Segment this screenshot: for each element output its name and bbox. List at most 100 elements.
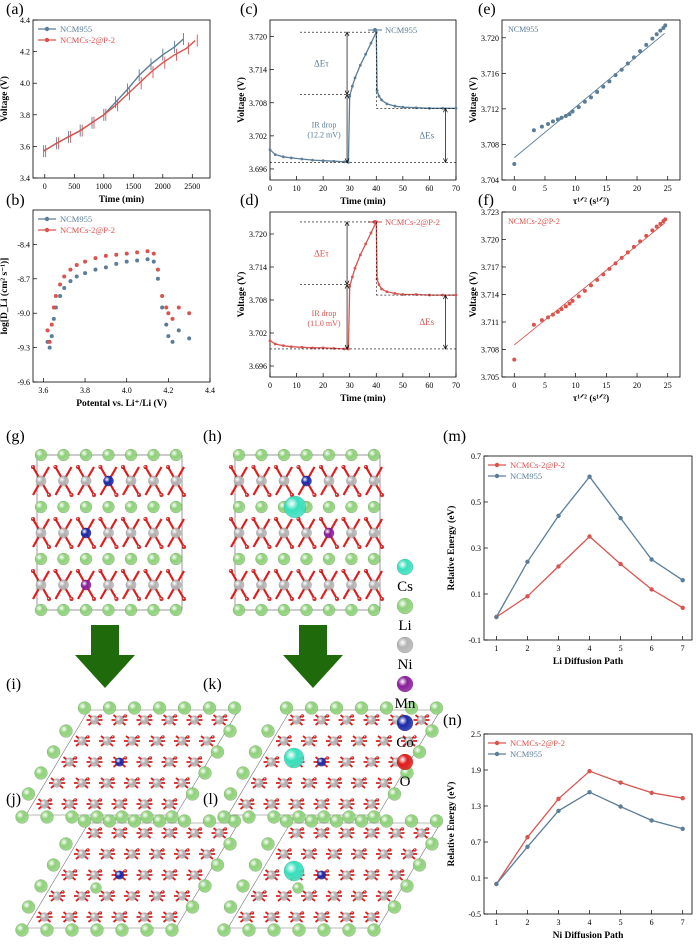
o-atom — [388, 777, 392, 781]
o-atom — [350, 911, 355, 915]
data-point — [613, 261, 618, 266]
o-atom — [120, 516, 126, 522]
data-point — [166, 334, 171, 339]
ni-atom — [89, 828, 100, 838]
o-atom — [181, 492, 187, 498]
data-point — [350, 275, 354, 279]
x-tick-label: 5 — [619, 644, 623, 653]
data-point — [654, 32, 659, 37]
ni-atom — [35, 475, 47, 487]
o-atom — [98, 714, 103, 718]
li-atom — [277, 552, 291, 566]
data-point — [556, 564, 561, 569]
li-atom — [345, 552, 358, 566]
plot-frame — [483, 733, 693, 915]
o-atom — [325, 869, 330, 873]
ni-atom — [379, 891, 389, 901]
li-atom — [248, 745, 263, 759]
o-atom — [123, 869, 128, 873]
o-atom — [111, 777, 115, 781]
y-tick-label: 0.5 — [471, 498, 481, 507]
x-tick-label: 10 — [293, 184, 301, 193]
o-atom — [173, 756, 178, 760]
data-point — [494, 881, 499, 887]
mn-atom — [80, 579, 92, 591]
o-atom — [148, 911, 153, 915]
ni-atom — [366, 799, 377, 809]
o-atom — [375, 714, 380, 718]
o-atom — [86, 848, 90, 852]
li-atom — [279, 701, 294, 715]
o-atom — [159, 544, 164, 550]
slab-outline — [227, 822, 442, 929]
x-tick-label: 20 — [319, 381, 327, 390]
x-tick-label: 2 — [525, 644, 529, 653]
o-atom — [273, 516, 279, 522]
data-point — [587, 474, 592, 479]
ni-atom — [35, 579, 47, 591]
x-tick-label: 40 — [372, 381, 380, 390]
o-atom — [198, 869, 203, 873]
x-tick-label: 50 — [399, 381, 407, 390]
o-atom — [244, 596, 250, 602]
ni-atom — [379, 849, 389, 859]
ni-atom — [316, 828, 327, 838]
legend-label: NCMCs-2@P-2 — [60, 225, 115, 235]
li-atom — [223, 787, 238, 801]
o-atom — [325, 714, 330, 718]
y-tick-label: -8.7 — [17, 275, 30, 284]
ni-atom — [233, 475, 245, 487]
data-point — [644, 233, 649, 238]
li-atom — [242, 923, 256, 937]
ni-atom — [354, 778, 364, 788]
li-atom — [202, 701, 217, 715]
o-atom — [334, 544, 340, 550]
o-atom — [267, 492, 272, 498]
o-atom — [313, 890, 317, 894]
li-atom — [90, 810, 104, 824]
cs-atom — [283, 495, 307, 519]
panel-label-k: (k) — [203, 676, 222, 693]
o-atom — [186, 890, 190, 894]
y-tick-label: 1.9 — [471, 766, 481, 775]
li-atom — [242, 810, 256, 824]
o-atom — [375, 911, 380, 915]
ni-atom — [102, 778, 112, 788]
li-atom — [46, 745, 61, 759]
ni-atom — [152, 736, 162, 746]
ni-atom — [125, 475, 137, 487]
annotation-ir-value: (11.0 mV) — [307, 319, 340, 328]
li-atom — [223, 724, 237, 738]
li-atom — [292, 923, 306, 937]
y-tick-label: 3.712 — [481, 105, 499, 114]
y-tick-label: 4.0 — [20, 79, 30, 88]
o-atom — [123, 756, 128, 760]
ni-atom — [139, 828, 150, 838]
data-point — [62, 274, 67, 279]
chart-n: 1 2 3 4 5 6 7 -0.5 0.1 0.7 1.3 1.9 2.5 Ni Diffusion P… — [446, 730, 693, 941]
o-atom — [318, 516, 324, 522]
ni-atom — [304, 849, 314, 859]
data-point — [546, 315, 551, 320]
ni-atom — [64, 757, 75, 767]
annotation-delta-s: ΔEs — [419, 317, 434, 327]
panel-label-e: (e) — [478, 1, 496, 18]
migrating-li-atom — [90, 882, 102, 894]
data-point — [273, 342, 277, 346]
ni-atom — [58, 475, 69, 487]
data-point — [393, 104, 397, 108]
li-atom — [169, 500, 183, 514]
data-point — [45, 328, 50, 333]
data-point — [454, 106, 458, 110]
data-point — [563, 114, 568, 118]
x-tick-label: 0 — [268, 381, 272, 390]
data-point — [582, 99, 587, 104]
li-atom — [329, 814, 344, 828]
li-atom — [342, 923, 356, 937]
o-atom — [114, 492, 119, 498]
o-atom — [288, 735, 292, 739]
ni-atom — [391, 828, 402, 838]
ni-atom — [39, 912, 50, 922]
chart-m: 1 2 3 4 5 6 7 -0.1 0.1 0.3 0.5 0.7 Li Diffusion Path… — [446, 452, 693, 667]
o-atom — [223, 714, 228, 718]
